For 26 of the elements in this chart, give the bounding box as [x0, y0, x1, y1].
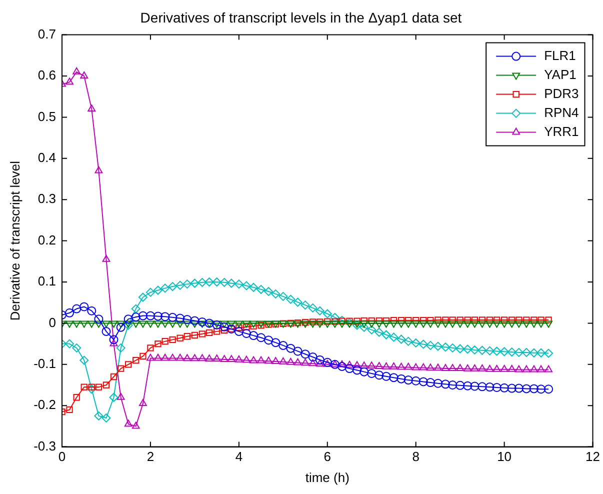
x-axis-title: time (h) — [305, 470, 350, 485]
legend-label: PDR3 — [544, 86, 579, 101]
x-tick-label: 12 — [586, 449, 600, 464]
y-tick-label: 0.3 — [38, 191, 56, 206]
chart-title: Derivatives of transcript levels in the Δyap1 data set — [140, 9, 462, 26]
y-tick-label: 0.7 — [38, 26, 56, 42]
x-tick-label: 2 — [146, 449, 154, 464]
y-tick-label: 0.4 — [38, 150, 56, 165]
legend-label: YRR1 — [544, 124, 579, 139]
y-tick-label: -0.2 — [34, 397, 56, 412]
y-tick-label: 0 — [48, 314, 56, 330]
y-tick-label: 0.5 — [38, 108, 56, 124]
x-tick-label: 10 — [497, 449, 512, 464]
x-tick-label: 0 — [58, 449, 66, 464]
y-tick-label: 0.6 — [38, 68, 56, 83]
x-tick-label: 8 — [412, 449, 420, 464]
y-tick-label: 0.2 — [38, 232, 56, 248]
x-tick-label: 6 — [324, 449, 332, 464]
y-tick-label: -0.3 — [34, 438, 56, 454]
legend-label: RPN4 — [544, 104, 579, 120]
legend-label: YAP1 — [544, 66, 576, 82]
y-tick-label: -0.1 — [34, 356, 56, 371]
y-axis-title: Derivative of transcript level — [7, 160, 22, 321]
legend-label: FLR1 — [544, 48, 576, 63]
x-tick-label: 4 — [235, 449, 243, 464]
y-tick-label: 0.1 — [38, 274, 56, 289]
